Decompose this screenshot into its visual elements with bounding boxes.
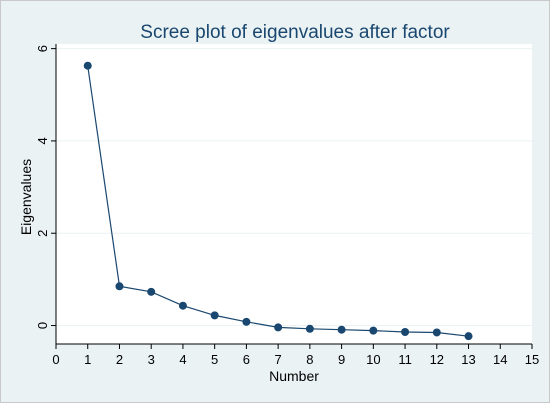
data-point — [369, 326, 378, 335]
data-point — [432, 328, 441, 337]
x-tick-label: 5 — [211, 352, 218, 367]
x-tick-label: 2 — [116, 352, 123, 367]
x-tick-label: 1 — [84, 352, 91, 367]
data-point — [464, 332, 473, 341]
x-tick-label: 11 — [398, 352, 412, 367]
data-point — [178, 301, 187, 310]
grid-lines — [56, 48, 532, 327]
y-tick-label: 4 — [35, 137, 50, 144]
x-tick-label: 13 — [461, 352, 475, 367]
data-point — [83, 61, 92, 70]
data-point — [401, 328, 410, 336]
y-tick-label: 0 — [35, 322, 50, 329]
x-tick-label: 15 — [525, 352, 539, 367]
x-tick-label: 6 — [243, 352, 250, 367]
y-axis-label: Eigenvalues — [18, 159, 34, 235]
y-tick-label: 6 — [35, 45, 50, 52]
axes — [51, 44, 533, 349]
x-tick-label: 10 — [366, 352, 380, 367]
x-tick-label: 8 — [306, 352, 313, 367]
chart-title: Scree plot of eigenvalues after factor — [140, 22, 450, 43]
data-point — [274, 323, 283, 332]
x-tick-label: 12 — [430, 352, 444, 367]
x-tick-label: 0 — [52, 352, 59, 367]
data-point — [115, 282, 124, 291]
y-tick-label: 2 — [35, 230, 50, 237]
data-point — [210, 311, 219, 320]
x-axis-label: Number — [269, 368, 319, 384]
data-point — [147, 287, 156, 296]
x-tick-label: 4 — [179, 352, 186, 367]
data-point — [305, 324, 314, 333]
data-point — [337, 325, 346, 334]
x-tick-label: 3 — [148, 352, 155, 367]
x-tick-label: 14 — [493, 352, 507, 367]
x-tick-label: 9 — [338, 352, 345, 367]
plot-area — [56, 44, 532, 344]
x-tick-label: 7 — [275, 352, 282, 367]
data-points — [83, 61, 473, 341]
data-point — [242, 317, 251, 326]
